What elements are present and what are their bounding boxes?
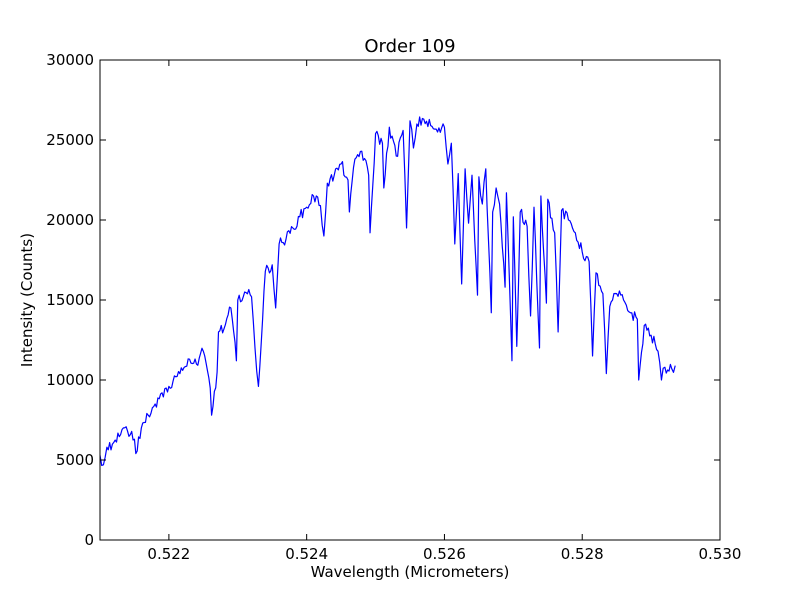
x-tick-label: 0.530 [699, 545, 742, 563]
ticks-layer: 0.522 0.524 0.526 0.528 0.530 0 5000 10000 15000… [46, 51, 741, 563]
spectrum-series-line-0 [100, 116, 676, 467]
y-tick-label: 15000 [46, 291, 94, 309]
x-tick-label: 0.528 [561, 545, 604, 563]
chart-title: Order 109 [364, 36, 455, 57]
plot-layer [100, 116, 676, 467]
x-tick-label: 0.522 [147, 545, 190, 563]
y-tick-label: 0 [84, 531, 94, 549]
y-tick-label: 20000 [46, 211, 94, 229]
x-tick-label: 0.524 [285, 545, 328, 563]
y-tick-label: 10000 [46, 371, 94, 389]
y-tick-label: 30000 [46, 51, 94, 69]
y-axis-label: Intensity (Counts) [18, 233, 36, 367]
y-tick-label: 25000 [46, 131, 94, 149]
x-tick-label: 0.526 [423, 545, 466, 563]
x-axis-label: Wavelength (Micrometers) [311, 563, 510, 581]
y-tick-label: 5000 [56, 451, 94, 469]
